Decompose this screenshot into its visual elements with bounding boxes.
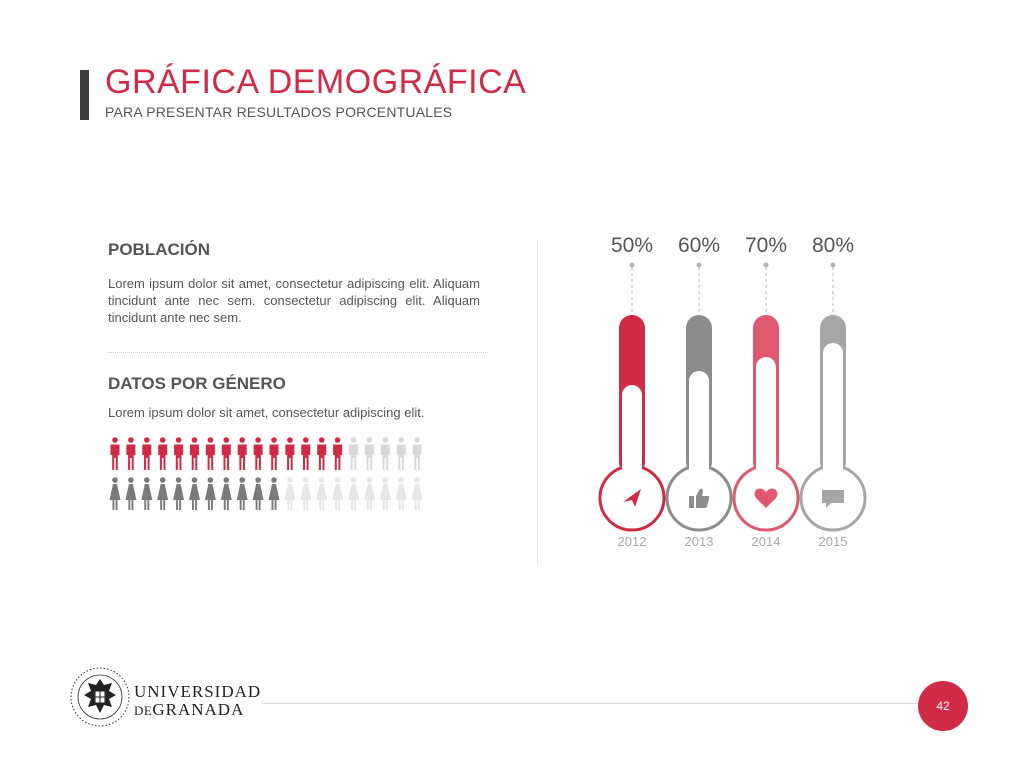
thumbs-up-icon bbox=[689, 488, 710, 508]
woman-icon bbox=[109, 477, 121, 510]
thermometer-bar-2015 bbox=[799, 315, 867, 532]
category-label-2013: 2013 bbox=[685, 534, 714, 549]
man-icon bbox=[269, 437, 279, 470]
thermometer-chart: 50% 2012 60% 2013 70% 2014 80% 2015 bbox=[598, 234, 867, 549]
woman-icon bbox=[141, 477, 153, 510]
genero-title: DATOS POR GÉNERO bbox=[108, 374, 286, 393]
page-title: GRÁFICA DEMOGRÁFICA bbox=[105, 63, 527, 101]
man-icon bbox=[412, 437, 422, 470]
page-number-badge: 42 bbox=[918, 681, 968, 731]
man-icon bbox=[396, 437, 406, 470]
value-label-2014: 70% bbox=[745, 234, 787, 257]
man-icon bbox=[158, 437, 168, 470]
value-label-2013: 60% bbox=[678, 234, 720, 257]
connector-dot-2012 bbox=[629, 262, 635, 268]
man-icon bbox=[174, 437, 184, 470]
thermometer-bar-2013 bbox=[665, 315, 733, 532]
university-line1: UNIVERSIDAD bbox=[134, 682, 262, 701]
woman-icon bbox=[348, 477, 359, 510]
man-icon bbox=[301, 437, 311, 470]
woman-icon bbox=[316, 477, 328, 510]
footer-line bbox=[262, 703, 918, 704]
woman-icon bbox=[173, 477, 185, 510]
woman-icon bbox=[395, 477, 407, 510]
woman-icon bbox=[284, 477, 296, 510]
man-icon bbox=[237, 437, 247, 470]
university-line2-prefix: DE bbox=[134, 703, 153, 718]
woman-icon bbox=[125, 477, 137, 510]
woman-icon bbox=[189, 477, 200, 510]
man-icon bbox=[253, 437, 263, 470]
heart-icon bbox=[754, 488, 778, 508]
woman-icon bbox=[363, 477, 375, 510]
man-icon bbox=[110, 437, 120, 470]
university-seal-logo bbox=[70, 667, 130, 727]
value-label-2012: 50% bbox=[611, 234, 653, 257]
value-label-2015: 80% bbox=[812, 234, 854, 257]
send-icon bbox=[623, 489, 641, 507]
woman-icon bbox=[204, 477, 216, 510]
woman-icon bbox=[411, 477, 423, 510]
woman-icon bbox=[379, 477, 391, 510]
category-label-2015: 2015 bbox=[819, 534, 848, 549]
man-icon bbox=[142, 437, 152, 470]
man-icon bbox=[380, 437, 390, 470]
man-icon bbox=[317, 437, 327, 470]
university-line2-name: GRANADA bbox=[152, 700, 245, 719]
woman-icon bbox=[220, 477, 232, 510]
category-label-2012: 2012 bbox=[618, 534, 647, 549]
woman-icon bbox=[236, 477, 248, 510]
man-icon bbox=[126, 437, 136, 470]
man-icon bbox=[349, 437, 358, 470]
university-line2: DEGRANADA bbox=[134, 701, 261, 720]
women-pictogram-row bbox=[109, 477, 423, 510]
title-accent-bar bbox=[80, 70, 89, 120]
university-name: UNIVERSIDAD DEGRANADA bbox=[134, 683, 261, 720]
poblacion-text: Lorem ipsum dolor sit amet, consectetur … bbox=[108, 276, 480, 325]
woman-icon bbox=[252, 477, 264, 510]
man-icon bbox=[333, 437, 343, 470]
man-icon bbox=[205, 437, 215, 470]
woman-icon bbox=[300, 477, 312, 510]
vertical-divider bbox=[537, 240, 538, 565]
woman-icon bbox=[332, 477, 344, 510]
page-subtitle: PARA PRESENTAR RESULTADOS PORCENTUALES bbox=[105, 104, 453, 120]
woman-icon bbox=[157, 477, 169, 510]
connector-dot-2013 bbox=[696, 262, 702, 268]
genero-text: Lorem ipsum dolor sit amet, consectetur … bbox=[108, 405, 425, 420]
man-icon bbox=[285, 437, 295, 470]
section-divider bbox=[108, 352, 488, 353]
connector-dot-2015 bbox=[830, 262, 836, 268]
category-label-2014: 2014 bbox=[752, 534, 781, 549]
men-pictogram-row bbox=[110, 437, 422, 470]
man-icon bbox=[364, 437, 374, 470]
chat-bubble-icon bbox=[822, 490, 844, 508]
man-icon bbox=[190, 437, 199, 470]
connector-dot-2014 bbox=[763, 262, 769, 268]
man-icon bbox=[221, 437, 231, 470]
poblacion-title: POBLACIÓN bbox=[108, 240, 210, 259]
woman-icon bbox=[268, 477, 280, 510]
